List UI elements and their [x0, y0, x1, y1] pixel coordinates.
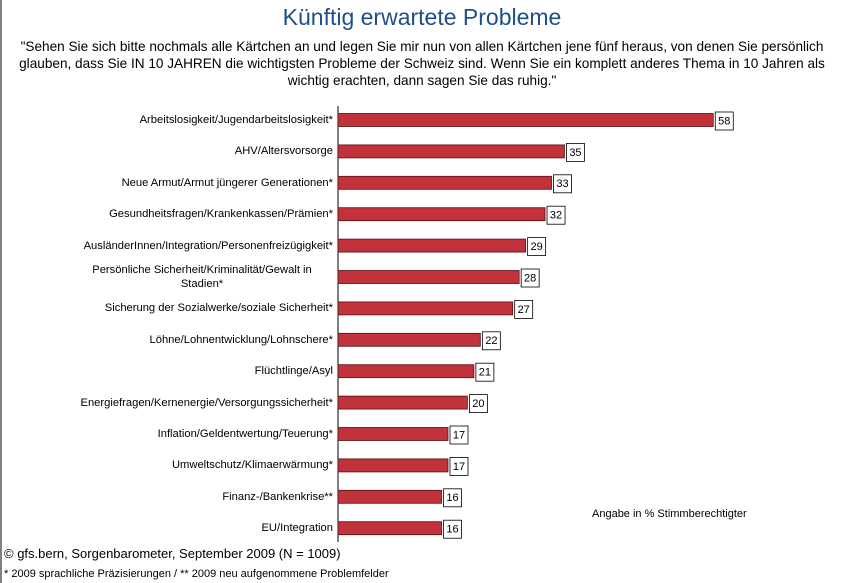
category-label-box: Finanz-/Bankenkrise**	[53, 490, 333, 504]
value-label-box	[468, 394, 488, 414]
bar	[337, 113, 714, 127]
value-label: 58	[718, 115, 730, 127]
value-label: 20	[472, 398, 484, 410]
chart-subtitle: "Sehen Sie sich bitte nochmals alle Kärt…	[19, 39, 825, 88]
category-label: Persönliche Sicherheit/Kriminalität/Gewa…	[92, 264, 312, 290]
source: © gfs.bern, Sorgenbarometer, September 2…	[4, 546, 341, 561]
category-label-box: EU/Integration	[53, 521, 333, 535]
category-label: EU/Integration	[261, 522, 333, 535]
category-label: AHV/Altersvorsorge	[234, 145, 333, 158]
category-label: Finanz-/Bankenkrise**	[222, 490, 333, 503]
value-label-box	[443, 519, 462, 539]
category-label-box: AusländerInnen/Integration/Personenfreiz…	[53, 239, 333, 253]
value-label: 22	[485, 335, 497, 347]
value-label-box	[553, 174, 572, 194]
category-label: Sicherung der Sozialwerke/soziale Sicher…	[104, 302, 333, 315]
value-label-box	[520, 268, 540, 288]
value-label-box	[443, 488, 462, 508]
bar	[337, 458, 449, 473]
value-label: 35	[569, 147, 581, 159]
category-label-box: Sicherung der Sozialwerke/soziale Sicher…	[53, 301, 333, 315]
value-label-box	[449, 456, 469, 476]
value-label: 17	[453, 429, 465, 441]
category-label-box: Umweltschutz/Klimaerwärmung*	[53, 458, 333, 472]
bar	[337, 238, 527, 253]
bar	[337, 207, 546, 222]
bar	[337, 395, 468, 410]
category-label-box: Inflation/Geldentwertung/Teuerung*	[53, 427, 333, 441]
value-label: 17	[453, 461, 465, 473]
bar	[337, 521, 442, 536]
category-label: Flüchtlinge/Asyl	[254, 365, 333, 378]
value-label-box	[566, 142, 585, 162]
footnote: * 2009 sprachliche Präzisierungen / ** 2…	[4, 568, 389, 580]
bar	[337, 489, 442, 504]
category-label-box: Löhne/Lohnentwicklung/Lohnschere*	[53, 333, 334, 347]
value-label: 16	[446, 524, 458, 536]
category-label: Arbeitslosigkeit/Jugendarbeitslosigkeit*	[139, 114, 333, 126]
value-label: 28	[524, 272, 536, 284]
chart-title: Künftig erwartete Probleme	[282, 4, 562, 30]
category-label: Löhne/Lohnentwicklung/Lohnschere*	[149, 333, 334, 346]
category-label-box: Gesundheitsfragen/Krankenkassen/Prämien*	[53, 207, 333, 221]
value-label-box	[514, 299, 534, 319]
category-label: Gesundheitsfragen/Krankenkassen/Prämien*	[109, 208, 333, 221]
value-label: 29	[531, 241, 543, 253]
category-label: Neue Armut/Armut jüngerer Generationen*	[121, 176, 333, 189]
value-label-box	[449, 425, 469, 445]
value-label-box	[714, 111, 734, 131]
category-label: Umweltschutz/Klimaerwärmung*	[171, 459, 333, 472]
category-label-box: AHV/Altersvorsorge	[53, 144, 333, 158]
value-label: 21	[479, 367, 491, 379]
bar	[337, 301, 514, 316]
category-label-box: Energiefragen/Kernenergie/Versorgungssic…	[53, 396, 334, 410]
category-label: Energiefragen/Kernenergie/Versorgungssic…	[80, 396, 334, 409]
bar	[337, 427, 449, 441]
value-label-box	[475, 362, 495, 382]
bar	[337, 332, 481, 347]
value-label: 27	[518, 304, 530, 316]
value-label-box	[481, 331, 501, 351]
value-label-box	[527, 237, 547, 257]
bar	[337, 175, 552, 190]
category-label-box: Flüchtlinge/Asyl	[53, 364, 333, 378]
category-label-box: Arbeitslosigkeit/Jugendarbeitslosigkeit*	[53, 113, 333, 127]
category-label-box: Neue Armut/Armut jüngerer Generationen*	[53, 176, 333, 190]
category-label: AusländerInnen/Integration/Personenfreiz…	[83, 239, 333, 252]
note: Angabe in % Stimmberechtigter	[592, 508, 747, 520]
category-label-box: Persönliche Sicherheit/Kriminalität/Gewa…	[53, 263, 333, 291]
value-label: 16	[446, 492, 458, 504]
category-label: Inflation/Geldentwertung/Teuerung*	[157, 428, 333, 440]
bar	[337, 144, 565, 159]
value-label-box	[546, 205, 566, 225]
bar	[337, 270, 520, 284]
value-label: 33	[556, 178, 568, 190]
value-label: 32	[550, 210, 562, 222]
bar	[337, 364, 475, 379]
